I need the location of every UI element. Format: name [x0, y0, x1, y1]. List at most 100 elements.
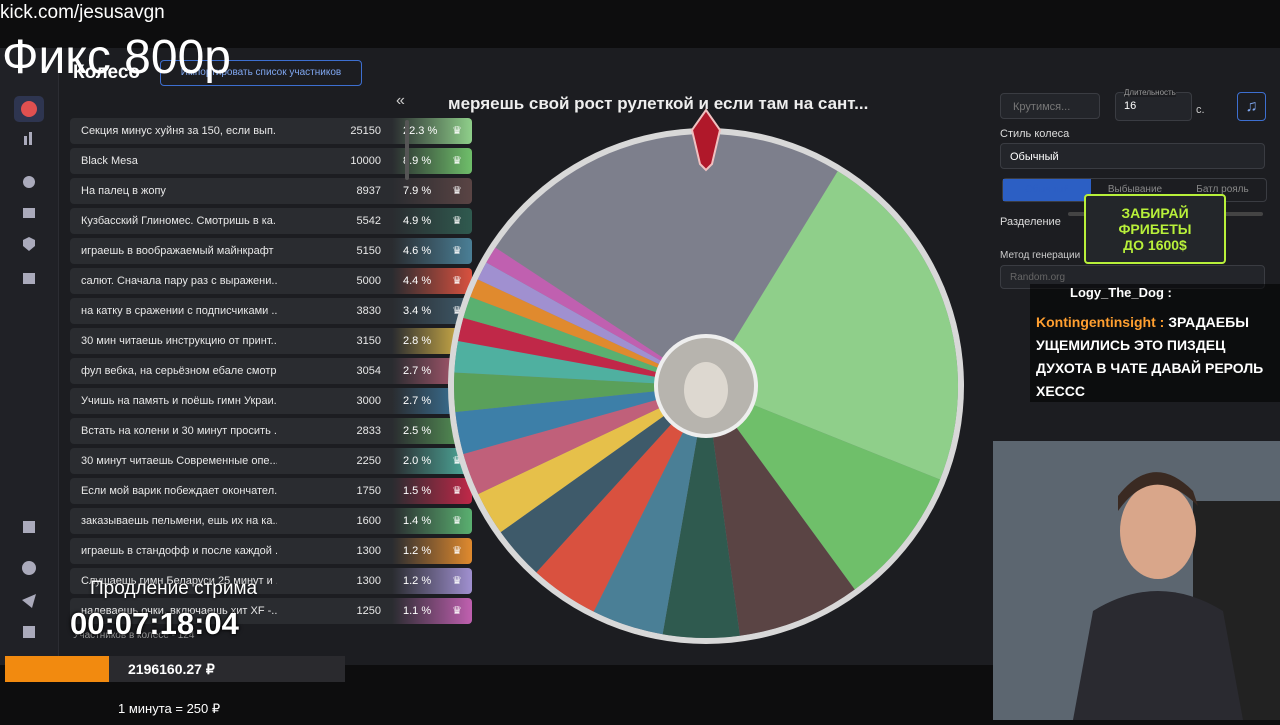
trophy-icon[interactable]: ♛	[452, 125, 462, 137]
wheel[interactable]	[446, 106, 966, 646]
wheel-slice	[470, 279, 706, 386]
percent-text: 2.7 %	[403, 395, 432, 407]
ad-banner[interactable]: ЗАБИРАЙ ФРИБЕТЫ ДО 1600$	[1084, 194, 1226, 264]
participant-row: салют. Сначала пару раз с выражени... 500…	[70, 268, 472, 294]
participant-name: салют. Сначала пару раз с выражени...	[81, 275, 277, 287]
participant-amount: 5150	[356, 245, 381, 257]
spin-button[interactable]: Крутимся...	[1000, 93, 1100, 119]
sidebar-icons	[14, 96, 44, 638]
wheel-title: меряешь свой рост рулеткой и если там на…	[448, 94, 869, 113]
trophy-icon[interactable]: ♛	[452, 185, 462, 197]
participant-row: заказываешь пельмени, ешь их на ка... 160…	[70, 508, 472, 534]
trophy-icon[interactable]: ♛	[452, 605, 462, 617]
duration-label: Длительность	[1124, 88, 1176, 97]
mode-tab[interactable]: Выбывание	[1107, 184, 1163, 195]
participant-row: Слушаешь гимн Беларуси 25 минут и ... 130…	[70, 568, 472, 594]
wheel-slice	[478, 386, 706, 533]
percent-text: 2.0 %	[403, 455, 432, 467]
wheel-slice	[458, 317, 706, 386]
trophy-icon[interactable]: ♛	[452, 305, 462, 317]
participant-row: Секция минус хуйня за 150, если вып... 25…	[70, 118, 472, 144]
mode-tab[interactable]: Батл рояль	[1196, 184, 1249, 195]
webcam	[993, 441, 1280, 720]
chat-user: Kontingentinsight :	[1036, 314, 1165, 330]
participant-name: 30 минут читаешь Современные опе...	[81, 455, 277, 467]
collapse-button[interactable]: «	[396, 92, 405, 109]
wheel-slice	[463, 386, 706, 494]
participant-row: На палец в жопу 8937 7.9 % ♛	[70, 178, 472, 204]
stats-icon-bar	[29, 132, 32, 145]
percent-text: 1.5 %	[403, 485, 432, 497]
chat: Logy_The_Dog : Kontingentinsight : ЗРАДА…	[1030, 284, 1280, 402]
wheel-pointer	[690, 108, 722, 172]
method-label: Метод генерации	[1000, 250, 1081, 261]
trophy-icon[interactable]: ♛	[452, 215, 462, 227]
wheel-slice	[486, 247, 706, 386]
participant-name: надеваешь очки, включаешь хит ХF -...	[81, 605, 277, 617]
participant-name: играешь в воображаемый майнкрафт ...	[81, 245, 277, 257]
participants-count: Участников в колесе - 124	[73, 630, 195, 641]
chat-message: Kontingentinsight : ЗРАДАЕБЫ УЩЕМИЛИСЬ Э…	[1036, 311, 1280, 403]
participant-name: На палец в жопу	[81, 185, 166, 197]
media-icon[interactable]	[23, 273, 35, 284]
percent-text: 1.2 %	[403, 575, 432, 587]
percent-text: 4.4 %	[403, 275, 432, 287]
style-select[interactable]: Обычный	[1000, 143, 1265, 169]
participant-percent: 1.2 % ♛	[392, 538, 472, 564]
app-title: Колесо	[73, 62, 141, 83]
trophy-icon[interactable]: ♛	[452, 545, 462, 557]
wheel-slice	[706, 386, 855, 636]
trophy-icon[interactable]: ♛	[452, 455, 462, 467]
wheel-slice	[500, 386, 706, 573]
participant-name: Black Mesa	[81, 155, 138, 167]
trophy-icon[interactable]: ♛	[452, 275, 462, 287]
layers-icon[interactable]	[23, 208, 35, 218]
participant-amount: 3000	[356, 395, 381, 407]
participant-percent: 4.6 % ♛	[392, 238, 472, 264]
participant-name: Учишь на память и поёшь гимн Украи...	[81, 395, 277, 407]
donate-icon[interactable]	[23, 626, 35, 638]
shield-icon[interactable]	[23, 237, 35, 251]
participant-row: Учишь на память и поёшь гимн Украи... 300…	[70, 388, 472, 414]
scrollbar	[405, 120, 409, 180]
translate-icon[interactable]	[23, 521, 35, 533]
participant-percent: 4.9 % ♛	[392, 208, 472, 234]
participant-name: Кузбасский Глиномес. Смотришь в ка...	[81, 215, 277, 227]
participant-amount: 5000	[356, 275, 381, 287]
participant-amount: 3054	[356, 365, 381, 377]
trophy-icon[interactable]: ♛	[452, 485, 462, 497]
stream-url: kick.com/jesusavgn	[0, 2, 165, 23]
trophy-icon[interactable]: ♛	[452, 515, 462, 527]
percent-text: 1.1 %	[403, 605, 432, 617]
mode-tabs: Обычный Выбывание Батл рояль	[1002, 178, 1267, 202]
price-overlay: Фикс 800р	[2, 31, 231, 84]
wheel-icon[interactable]	[21, 101, 37, 117]
trophy-icon[interactable]: ♛	[452, 155, 462, 167]
import-button[interactable]: Импортировать список участников	[160, 60, 362, 86]
participant-amount: 3150	[356, 335, 381, 347]
telegram-icon[interactable]	[22, 594, 36, 608]
wheel-slice	[477, 262, 706, 386]
stats-icon[interactable]	[24, 136, 27, 145]
percent-text: 22.3 %	[403, 125, 438, 137]
music-button[interactable]: ♫	[1237, 92, 1266, 121]
percent-text: 2.8 %	[403, 335, 432, 347]
participant-name: Если мой варик побеждает окончател...	[81, 485, 277, 497]
wheel-slice	[662, 386, 740, 639]
mode-tab-active[interactable]: Обычный	[1003, 179, 1091, 201]
participant-percent: 1.2 % ♛	[392, 568, 472, 594]
trophy-icon[interactable]: ♛	[452, 245, 462, 257]
progress-fill	[5, 656, 109, 682]
participant-amount: 1300	[356, 545, 381, 557]
style-label: Стиль колеса	[1000, 128, 1070, 140]
settings-icon[interactable]	[23, 176, 35, 188]
github-icon[interactable]	[22, 561, 36, 575]
participant-row: 30 мин читаешь инструкцию от принт... 315…	[70, 328, 472, 354]
trophy-icon[interactable]: ♛	[452, 575, 462, 587]
percent-text: 1.4 %	[403, 515, 432, 527]
wheel-slice	[454, 341, 706, 386]
participant-row: Кузбасский Глиномес. Смотришь в ка... 554…	[70, 208, 472, 234]
percent-text: 8.9 %	[403, 155, 432, 167]
wheel-slice	[463, 296, 706, 386]
ad-line: ФРИБЕТЫ	[1118, 221, 1192, 237]
